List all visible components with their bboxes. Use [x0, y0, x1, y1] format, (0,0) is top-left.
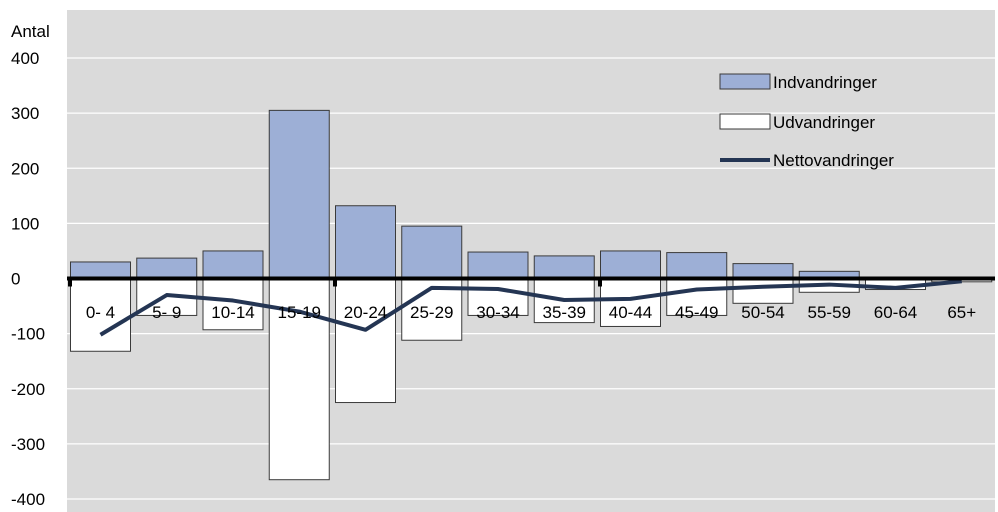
bars: [70, 109, 993, 481]
x-tick-label: 55-59: [808, 303, 851, 322]
y-tick-label: 200: [11, 159, 39, 178]
x-tick-label: 40-44: [609, 303, 652, 322]
bar-udvandringer: [467, 278, 529, 316]
gridlines: [67, 57, 995, 500]
legend-swatch: [719, 73, 771, 90]
x-tick-labels: 0- 4 5- 9 10-14 15-19 20-24 25-29 30-34 35-39 40…: [86, 303, 976, 322]
bar-indvandringer: [70, 261, 131, 279]
x-tick-label: 45-49: [675, 303, 718, 322]
y-tick-label: -200: [11, 380, 45, 399]
x-tick-label: 25-29: [410, 303, 453, 322]
zero-axis: [67, 276, 995, 287]
y-axis-label: Antal: [11, 22, 50, 41]
y-tick-label: -100: [11, 325, 45, 344]
net-line: [99, 279, 962, 337]
axis-tick: [333, 276, 337, 287]
x-tick-label: 35-39: [543, 303, 586, 322]
y-tick-label: 400: [11, 49, 39, 68]
bar-udvandringer: [600, 278, 661, 327]
x-tick-label: 15-19: [278, 303, 321, 322]
y-tick-label: 300: [11, 104, 39, 123]
x-tick-label: 10-14: [211, 303, 254, 322]
x-tick-label: 50-54: [741, 303, 784, 322]
y-tick-label: -300: [11, 435, 45, 454]
legend: Indvandringer Udvandringer Nettovandringer: [719, 73, 894, 170]
bar-indvandringer: [335, 205, 396, 279]
axis-tick: [68, 276, 72, 287]
legend-label: Nettovandringer: [773, 151, 894, 170]
x-tick-label: 5- 9: [152, 303, 181, 322]
line-nettovandringer: [99, 279, 962, 337]
y-tick-label: 100: [11, 214, 39, 233]
bar-udvandringer: [666, 278, 728, 316]
legend-label: Indvandringer: [773, 73, 877, 92]
bar-indvandringer: [732, 263, 794, 279]
x-tick-label: 30-34: [476, 303, 519, 322]
bar-udvandringer: [335, 278, 396, 404]
bar-udvandringer: [732, 278, 794, 304]
bar-indvandringer: [136, 257, 198, 280]
bar-indvandringer: [533, 255, 595, 279]
legend-label: Udvandringer: [773, 113, 875, 132]
legend-swatch: [719, 113, 771, 130]
bar-indvandringer: [467, 251, 529, 279]
axis-tick: [598, 276, 602, 287]
x-tick-label: 65+: [947, 303, 976, 322]
x-tick-label: 0- 4: [86, 303, 115, 322]
bar-indvandringer: [666, 252, 728, 279]
bar-indvandringer: [401, 225, 463, 280]
y-tick-labels: 400 300 200 100 0 -100 -200 -300 -400: [11, 49, 45, 509]
bar-indvandringer: [202, 250, 264, 279]
bar-indvandringer: [268, 109, 330, 280]
y-tick-label: -400: [11, 490, 45, 509]
x-tick-label: 60-64: [874, 303, 917, 322]
x-tick-label: 20-24: [344, 303, 387, 322]
bar-indvandringer: [600, 250, 661, 279]
y-tick-label: 0: [11, 270, 20, 289]
